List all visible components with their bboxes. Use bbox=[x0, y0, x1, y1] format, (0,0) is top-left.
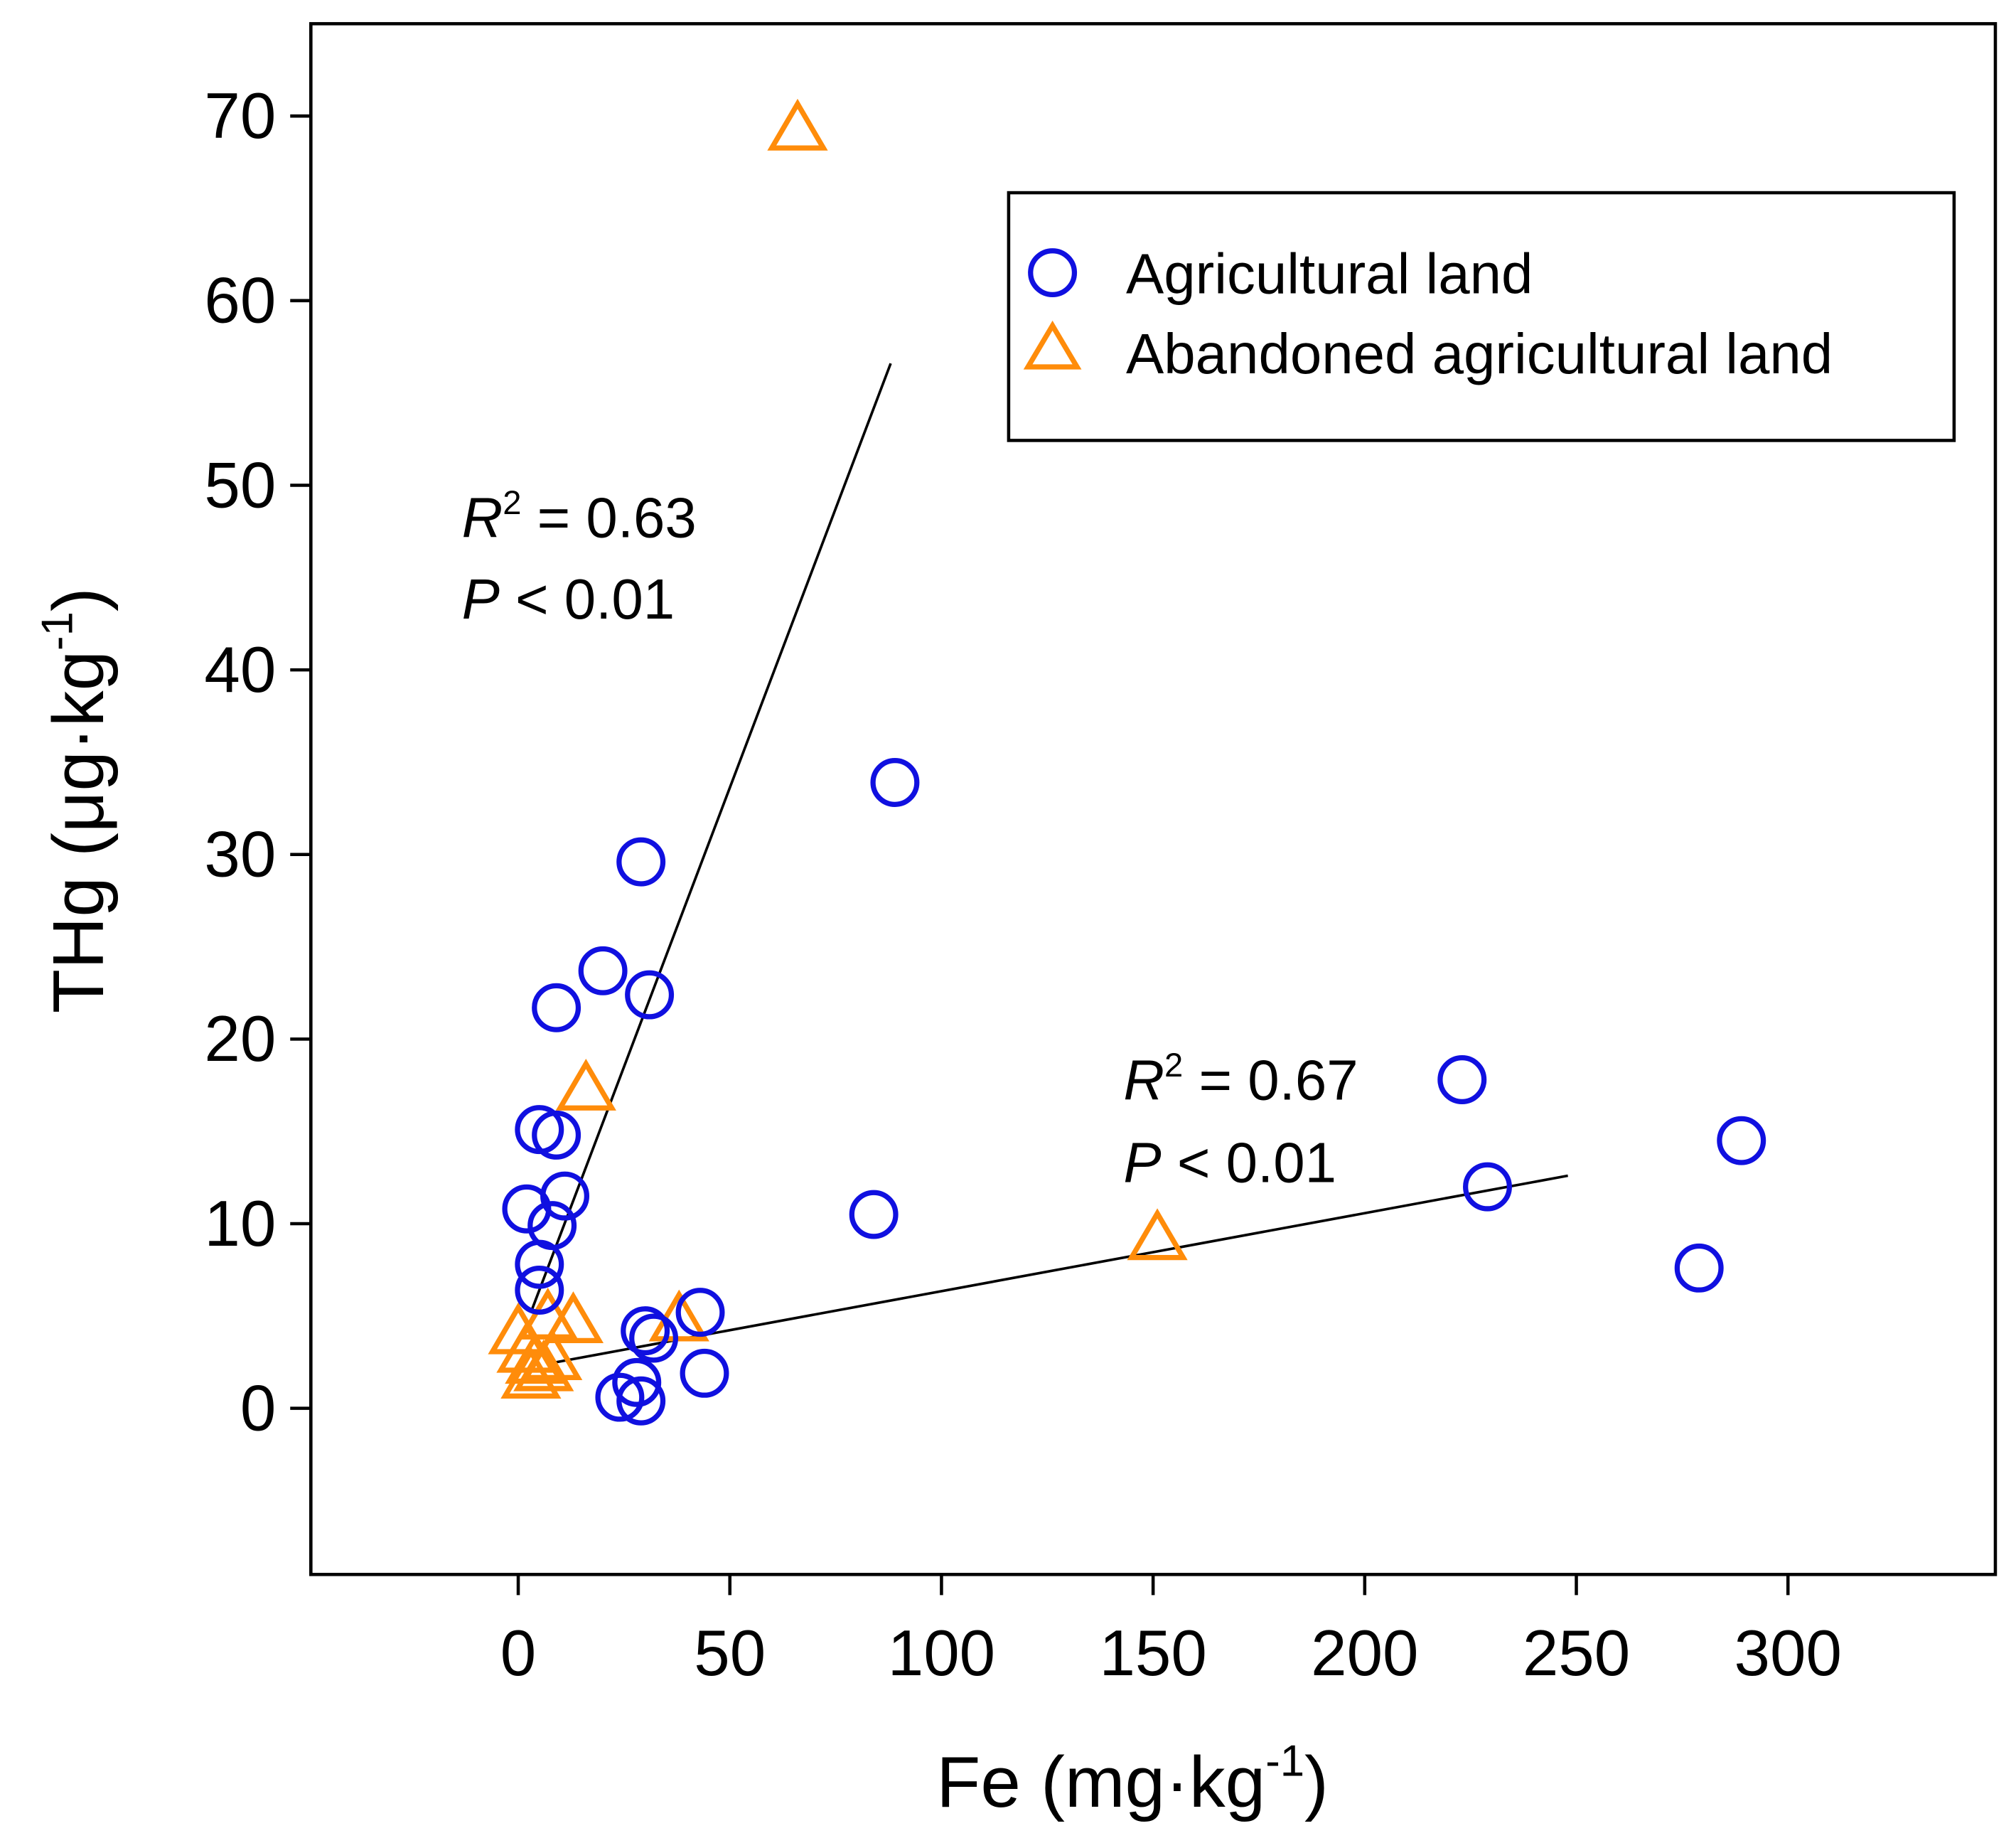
y-tick-label-40: 40 bbox=[204, 634, 276, 706]
agricultural-point-24 bbox=[1674, 1243, 1724, 1293]
y-tick-label-50: 50 bbox=[204, 449, 276, 521]
agricultural-point-15 bbox=[621, 1306, 670, 1356]
abandoned-point-11 bbox=[500, 1347, 562, 1399]
x-tick-label-100: 100 bbox=[888, 1618, 995, 1689]
abandoned-point-8 bbox=[505, 1332, 566, 1384]
abandoned-point-1 bbox=[767, 98, 828, 151]
agricultural-point-22 bbox=[1463, 1162, 1512, 1212]
agricultural-point-19 bbox=[612, 1357, 662, 1407]
axis-ticks: 0 50 100 150 200 250 300 0 10 20 30 40 50 60 70 bbox=[204, 80, 1842, 1689]
agricultural-point-23 bbox=[1717, 1116, 1766, 1165]
agricultural-point-21 bbox=[1437, 1055, 1487, 1104]
agricultural-point-2 bbox=[625, 970, 675, 1020]
agricultural-point-4 bbox=[578, 946, 628, 995]
abandoned-point-12 bbox=[648, 1289, 709, 1342]
agricultural-point-11 bbox=[515, 1239, 564, 1289]
agricultural-point-5 bbox=[532, 983, 581, 1032]
legend-agricultural-marker bbox=[1028, 248, 1078, 298]
annotation-2-p-line: P < 0.01 bbox=[1123, 1131, 1336, 1195]
y-tick-label-20: 20 bbox=[204, 1003, 276, 1075]
regression-line-1 bbox=[530, 363, 892, 1313]
x-tick-label-50: 50 bbox=[694, 1618, 766, 1689]
x-tick-label-300: 300 bbox=[1734, 1618, 1842, 1689]
x-tick-label-200: 200 bbox=[1311, 1618, 1418, 1689]
agricultural-point-13 bbox=[849, 1190, 899, 1239]
legend-abandoned-label: Abandoned agricultural land bbox=[1126, 322, 1833, 385]
agricultural-land-points bbox=[502, 758, 1766, 1426]
y-tick-label-0: 0 bbox=[240, 1373, 276, 1445]
y-tick-label-60: 60 bbox=[204, 265, 276, 337]
agricultural-point-12 bbox=[515, 1266, 564, 1315]
agricultural-point-17 bbox=[680, 1348, 729, 1398]
agricultural-point-16 bbox=[629, 1313, 679, 1363]
x-tick-label-250: 250 bbox=[1523, 1618, 1630, 1689]
agricultural-point-3 bbox=[870, 758, 920, 807]
legend-agricultural-label: Agricultural land bbox=[1126, 242, 1533, 306]
abandoned-point-2 bbox=[555, 1059, 616, 1111]
regression-lines bbox=[530, 363, 1568, 1364]
abandoned-point-3 bbox=[1127, 1208, 1188, 1261]
regression-line-2 bbox=[556, 1174, 1568, 1364]
legend: Agricultural land Abandoned agricultural… bbox=[1007, 191, 1956, 442]
legend-abandoned-marker bbox=[1023, 320, 1082, 370]
annotation-1-p-line: P < 0.01 bbox=[462, 567, 675, 631]
annotation-1: R2 = 0.63 P < 0.01 bbox=[462, 484, 697, 631]
abandoned-land-points bbox=[488, 98, 1188, 1399]
agricultural-point-14 bbox=[675, 1288, 725, 1337]
agricultural-point-9 bbox=[502, 1184, 552, 1234]
annotation-2: R2 = 0.67 P < 0.01 bbox=[1123, 1046, 1358, 1195]
y-tick-label-30: 30 bbox=[204, 819, 276, 891]
x-tick-label-150: 150 bbox=[1099, 1618, 1206, 1689]
y-axis-title: THg (μg·kg-1) bbox=[33, 587, 119, 1013]
x-tick-label-0: 0 bbox=[500, 1618, 536, 1689]
abandoned-point-10 bbox=[522, 1328, 583, 1380]
agricultural-point-1 bbox=[616, 837, 666, 887]
agricultural-point-20 bbox=[616, 1376, 666, 1426]
annotation-1-r-line: R2 = 0.63 bbox=[462, 484, 697, 550]
agricultural-point-7 bbox=[532, 1110, 581, 1160]
x-axis-title: Fe (mg·kg-1) bbox=[936, 1736, 1329, 1822]
y-tick-label-70: 70 bbox=[204, 80, 276, 152]
agricultural-point-18 bbox=[595, 1372, 645, 1422]
y-tick-label-10: 10 bbox=[204, 1188, 276, 1260]
annotation-2-r-line: R2 = 0.67 bbox=[1123, 1046, 1358, 1112]
legend-box bbox=[1007, 191, 1956, 442]
